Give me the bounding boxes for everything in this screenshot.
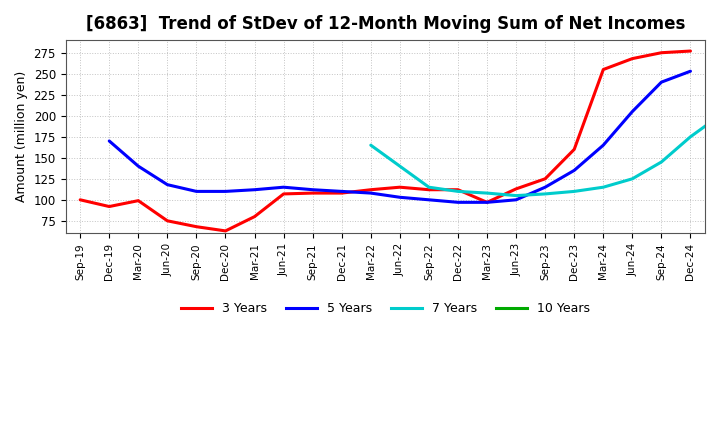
Legend: 3 Years, 5 Years, 7 Years, 10 Years: 3 Years, 5 Years, 7 Years, 10 Years	[176, 297, 595, 320]
Title: [6863]  Trend of StDev of 12-Month Moving Sum of Net Incomes: [6863] Trend of StDev of 12-Month Moving…	[86, 15, 685, 33]
Y-axis label: Amount (million yen): Amount (million yen)	[15, 71, 28, 202]
